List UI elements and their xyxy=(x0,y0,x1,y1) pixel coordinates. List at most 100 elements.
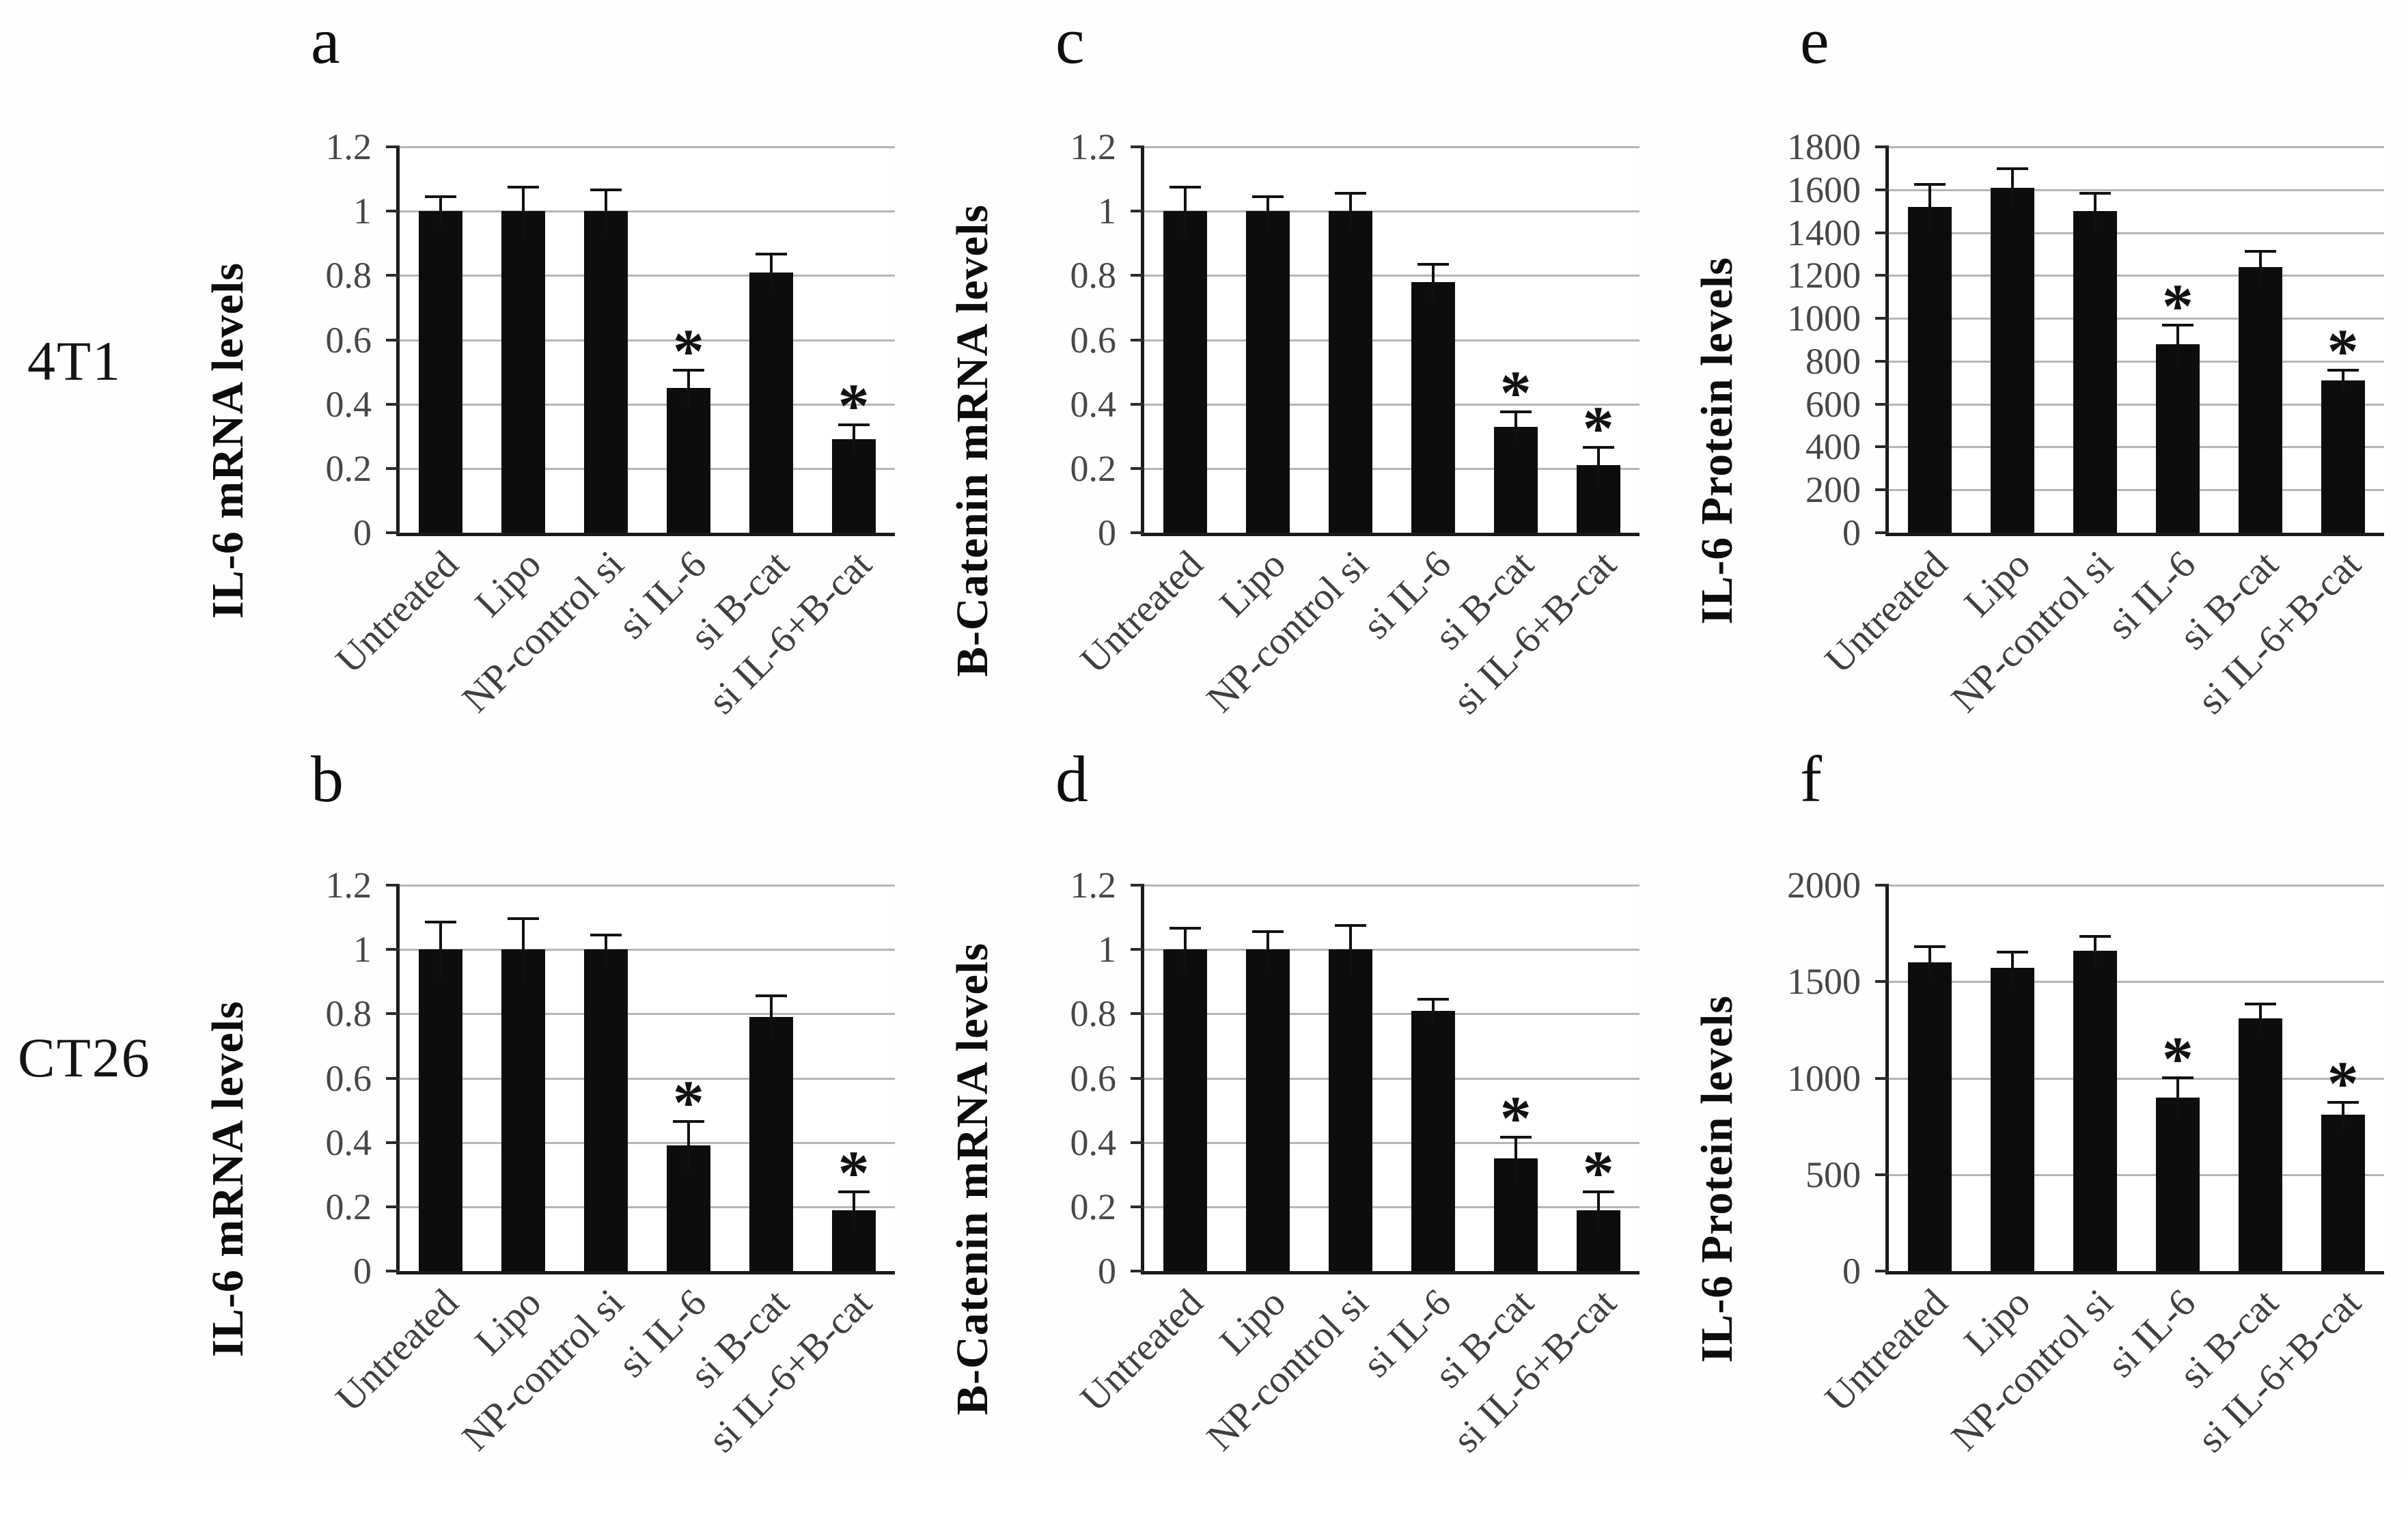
bar-untreated xyxy=(1908,206,1952,533)
error-bar-cap xyxy=(1914,183,1946,186)
error-bar-line xyxy=(439,195,443,227)
y-tick-label: 1000 xyxy=(1787,1057,1861,1099)
y-tick-mark xyxy=(386,210,400,213)
row-label-4t1: 4T1 xyxy=(27,330,122,392)
gridline xyxy=(400,949,895,951)
y-tick-label: 1.2 xyxy=(325,126,372,167)
y-tick-label: 1 xyxy=(353,191,372,232)
error-bar-cap xyxy=(2244,249,2276,253)
error-bar-line xyxy=(1928,183,1932,231)
y-tick-mark xyxy=(1875,488,1889,492)
y-tick-label: 0.6 xyxy=(325,319,372,361)
panel-e-4t1-il6-protein: e IL-6 Protein levels 0 200 400 600 800 1000 1… xyxy=(1660,0,2405,738)
y-tick-mark xyxy=(1875,445,1889,449)
y-tick-label: 1.2 xyxy=(1070,865,1117,906)
y-tick-mark xyxy=(386,338,400,342)
y-tick-mark xyxy=(1131,948,1144,951)
y-tick-label: 0.2 xyxy=(325,1186,372,1227)
error-bar-line xyxy=(605,189,608,234)
y-tick-mark xyxy=(386,948,400,951)
error-bar-line xyxy=(522,185,525,237)
error-bar-cap xyxy=(2161,323,2194,326)
gridline xyxy=(1889,232,2384,234)
y-tick-label: 1.2 xyxy=(1070,126,1117,167)
bar-np-control-si xyxy=(2073,951,2118,1271)
gridline xyxy=(1144,949,1639,951)
panel-b-ct26-il6-mrna: b IL-6 mRNA levels 0 0.2 0.4 0.6 0.8 1 1.2 * * … xyxy=(171,738,915,1476)
error-bar-line xyxy=(2094,191,2097,231)
gridline xyxy=(1889,275,2384,277)
y-axis-ticks: 0 0.2 0.4 0.6 0.8 1 1.2 xyxy=(171,866,384,1290)
bar-lipo xyxy=(1246,949,1290,1271)
error-bar-line xyxy=(769,253,773,292)
y-tick-label: 0.6 xyxy=(325,1057,372,1099)
significance-asterisk: * xyxy=(1582,393,1614,463)
bar-si-b-cat xyxy=(1493,426,1538,533)
bar-np-control-si xyxy=(584,211,628,533)
x-axis-labels: Untreated Lipo NP-control si si IL-6 si B-ca… xyxy=(328,535,891,738)
error-bar-line xyxy=(2258,1003,2262,1034)
y-tick-mark xyxy=(1131,402,1144,406)
y-tick-label: 0.8 xyxy=(325,993,372,1035)
y-tick-label: 2000 xyxy=(1787,865,1861,906)
bar-np-control-si xyxy=(1329,949,1373,1271)
gridline xyxy=(1889,489,2384,492)
error-bar-line xyxy=(2094,935,2097,966)
error-bar-line xyxy=(852,423,855,456)
error-bar-line xyxy=(1431,997,1435,1024)
plot-area: * * xyxy=(1875,884,2384,1274)
error-bar-line xyxy=(1514,1136,1517,1182)
error-bar-line xyxy=(1431,262,1435,301)
y-tick-label: 0.2 xyxy=(325,447,372,489)
bar-np-control-si xyxy=(1329,211,1373,533)
error-bar-cap xyxy=(1335,191,1367,195)
y-tick-label: 1.2 xyxy=(325,865,372,906)
y-tick-mark xyxy=(386,1270,400,1272)
gridline xyxy=(1889,403,2384,406)
gridline xyxy=(400,1141,895,1144)
gridline xyxy=(1144,275,1639,277)
error-bar-line xyxy=(1184,927,1187,973)
y-tick-mark xyxy=(1131,1141,1144,1144)
y-tick-label: 1600 xyxy=(1787,169,1861,210)
error-bar-cap xyxy=(755,994,787,998)
error-bar-cap xyxy=(672,368,704,372)
y-tick-mark xyxy=(386,884,400,887)
error-bar-line xyxy=(2176,1076,2179,1119)
x-axis-labels: Untreated Lipo NP-control si si IL-6 si B-ca… xyxy=(1817,1274,2381,1476)
y-tick-label: 400 xyxy=(1805,426,1861,468)
gridline xyxy=(1889,360,2384,363)
error-bar-cap xyxy=(1499,1136,1532,1139)
bar-si-il-6 xyxy=(1411,1010,1455,1271)
row-label-ct26: CT26 xyxy=(18,1027,151,1089)
error-bar-line xyxy=(1514,410,1517,443)
y-tick-label: 1400 xyxy=(1787,212,1861,253)
y-axis-ticks: 0 0.2 0.4 0.6 0.8 1 1.2 xyxy=(915,128,1129,552)
plot-area: * * xyxy=(1131,884,1639,1274)
y-tick-label: 0.2 xyxy=(1070,447,1117,489)
error-bar-cap xyxy=(1417,262,1449,266)
panel-letter: a xyxy=(311,4,340,77)
error-bar-cap xyxy=(2327,368,2359,372)
y-tick-mark xyxy=(386,402,400,406)
gridline xyxy=(400,403,895,406)
panel-letter: b xyxy=(311,742,344,816)
error-bar-line xyxy=(1349,191,1353,231)
error-bar-cap xyxy=(1417,997,1449,1001)
error-bar-cap xyxy=(1582,1190,1614,1194)
gridline xyxy=(1889,981,2384,984)
y-tick-mark xyxy=(1875,231,1889,234)
bar-untreated xyxy=(1163,949,1208,1271)
bar-untreated xyxy=(419,949,463,1271)
error-bar-line xyxy=(1596,445,1600,485)
plot-area: * * xyxy=(386,884,895,1274)
significance-asterisk: * xyxy=(838,370,870,441)
bar-si-b-cat xyxy=(2238,1018,2282,1271)
y-tick-label: 800 xyxy=(1805,340,1861,382)
y-tick-label: 0.8 xyxy=(1070,255,1117,296)
y-tick-mark xyxy=(386,145,400,148)
y-tick-mark xyxy=(1875,884,1889,887)
y-tick-label: 0.4 xyxy=(1070,1121,1117,1163)
y-tick-label: 0.4 xyxy=(1070,383,1117,425)
significance-asterisk: * xyxy=(2327,316,2359,386)
